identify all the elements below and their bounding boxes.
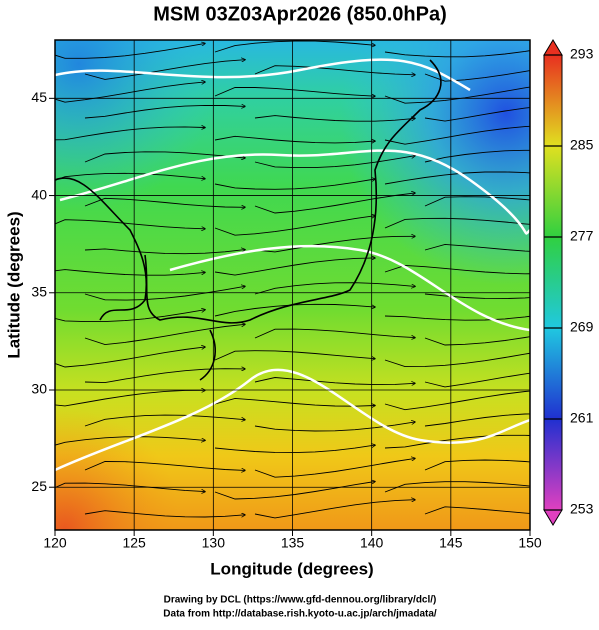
- streamline: [84, 60, 245, 80]
- streamline: [214, 216, 375, 236]
- credit: Data from http://database.rish.kyoto-u.a…: [163, 609, 437, 620]
- streamline: [384, 86, 530, 104]
- streamline: [424, 107, 530, 122]
- streamline: [84, 324, 245, 346]
- streamline: [424, 149, 530, 163]
- streamline: [214, 179, 375, 190]
- x-tick-label: 125: [122, 535, 146, 551]
- streamline: [84, 151, 245, 163]
- streamline: [55, 219, 205, 229]
- streamline: [254, 193, 415, 214]
- colorbar-tick-label: 285: [570, 137, 594, 153]
- streamline: [254, 115, 415, 122]
- field: [55, 40, 530, 530]
- streamline: [55, 390, 205, 407]
- y-axis-label: Latitude (degrees): [4, 211, 23, 358]
- y-tick-label: 45: [31, 89, 47, 105]
- x-axis-label: Longitude (degrees): [210, 559, 373, 578]
- streamline: [55, 82, 205, 103]
- streamline: [384, 481, 530, 493]
- streamline: [214, 445, 375, 454]
- streamline: [84, 105, 245, 119]
- y-tick-label: 40: [31, 186, 47, 202]
- streamline: [55, 269, 205, 276]
- x-tick-label: 150: [518, 535, 542, 551]
- streamline: [84, 414, 245, 427]
- contours: [55, 58, 530, 472]
- streamline: [254, 65, 415, 75]
- streamline: [55, 347, 205, 368]
- streamline: [254, 156, 415, 169]
- streamlines: [55, 40, 530, 519]
- streamline: [384, 264, 530, 275]
- streamline: [254, 500, 415, 519]
- streamline: [424, 413, 530, 427]
- streamline: [424, 243, 530, 252]
- streamline: [84, 197, 245, 207]
- streamline: [424, 506, 530, 515]
- streamline: [214, 397, 375, 406]
- colorbar-tick-label: 293: [570, 46, 594, 62]
- streamline: [214, 40, 375, 53]
- y-tick-label: 25: [31, 478, 47, 494]
- x-tick-label: 140: [360, 535, 384, 551]
- streamline: [84, 249, 245, 255]
- streamline: [384, 434, 530, 449]
- streamline: [384, 390, 530, 411]
- streamline: [84, 286, 245, 301]
- streamline: [424, 336, 530, 346]
- colorbar-tick-label: 253: [570, 501, 594, 517]
- streamline: [214, 258, 375, 276]
- streamline: [254, 236, 415, 253]
- streamline: [254, 282, 415, 295]
- streamline: [384, 125, 530, 145]
- title: MSM 03Z03Apr2026 (850.0hPa): [153, 3, 446, 25]
- streamline: [424, 196, 530, 207]
- coastline: [55, 59, 442, 381]
- colorbar-tick-label: 269: [570, 319, 594, 335]
- colorbar: [543, 39, 563, 526]
- streamline: [84, 461, 245, 471]
- colorbar-tick-label: 277: [570, 228, 594, 244]
- y-tick-label: 35: [31, 283, 47, 299]
- x-tick-label: 130: [202, 535, 226, 551]
- colorbar-tick-label: 261: [570, 410, 594, 426]
- streamline: [254, 328, 415, 338]
- streamline: [55, 127, 205, 141]
- streamline: [384, 50, 530, 58]
- x-tick-label: 135: [281, 535, 305, 551]
- streamline: [424, 459, 530, 471]
- streamline: [214, 482, 375, 500]
- streamline: [214, 135, 375, 143]
- x-tick-label: 145: [439, 535, 463, 551]
- streamline: [84, 510, 245, 518]
- streamline: [84, 369, 245, 384]
- streamline: [214, 350, 375, 360]
- streamline: [384, 171, 530, 185]
- x-tick-label: 120: [43, 535, 67, 551]
- streamline: [55, 310, 205, 323]
- streamline: [55, 436, 205, 446]
- streamline: [384, 352, 530, 368]
- streamline: [214, 86, 375, 96]
- streamline: [55, 172, 205, 184]
- streamline: [384, 315, 530, 321]
- streamline: [55, 482, 205, 492]
- streamline: [55, 43, 205, 59]
- streamline: [254, 422, 415, 432]
- streamline: [254, 377, 415, 385]
- streamline: [424, 372, 530, 388]
- y-tick-label: 30: [31, 381, 47, 397]
- streamline: [254, 458, 415, 478]
- credit: Drawing by DCL (https://www.gfd-dennou.o…: [164, 595, 437, 606]
